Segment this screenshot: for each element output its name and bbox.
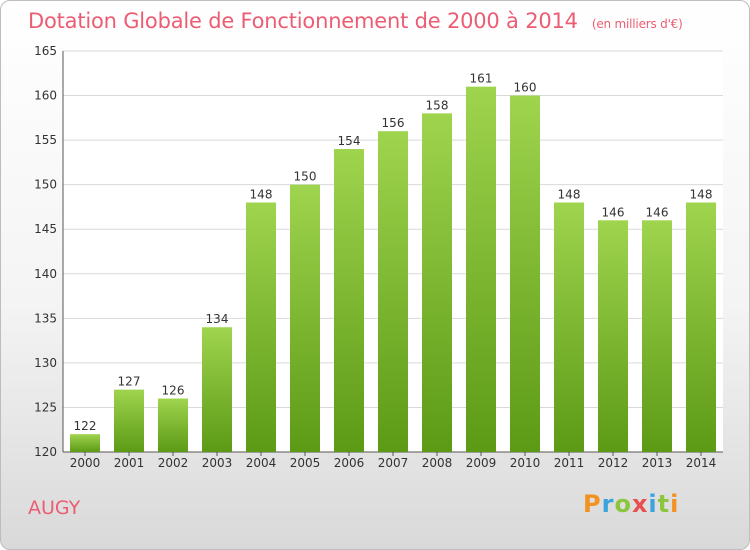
bar-value-label: 146 [646,205,669,219]
proxiti-logo: Proxiti [583,490,679,518]
x-tick-label: 2009 [466,456,497,470]
chart-subtitle: (en milliers d'€) [591,17,683,31]
y-tick-label: 165 [34,44,57,58]
bar-value-label: 156 [382,116,405,130]
bar-value-label: 148 [250,187,273,201]
x-tick-label: 2007 [378,456,409,470]
bar-value-label: 127 [118,375,141,389]
x-tick-label: 2001 [114,456,145,470]
bar-value-label: 134 [206,312,229,326]
x-tick-label: 2006 [334,456,365,470]
x-tick-label: 2002 [158,456,189,470]
y-tick-label: 160 [34,89,57,103]
chart-title-text: Dotation Globale de Fonctionnement de 20… [28,9,578,33]
logo-letter: i [670,490,680,518]
y-tick-label: 130 [34,356,57,370]
bar-2011 [554,202,584,452]
bar-2012 [598,220,628,452]
bar-2000 [70,434,100,452]
x-tick-label: 2011 [554,456,585,470]
bar-2008 [422,113,452,452]
logo-letter: x [631,490,649,518]
bar-2002 [158,398,188,452]
bar-value-label: 148 [690,187,713,201]
x-tick-label: 2012 [598,456,629,470]
x-tick-label: 2004 [246,456,277,470]
logo-letter: o [614,490,632,518]
logo-letter: i [648,490,658,518]
y-tick-label: 120 [34,445,57,459]
x-tick-label: 2010 [510,456,541,470]
x-tick-label: 2013 [642,456,673,470]
place-name: AUGY [28,497,81,519]
x-tick-label: 2008 [422,456,453,470]
bar-2013 [642,220,672,452]
x-tick-label: 2003 [202,456,233,470]
bar-2003 [202,327,232,452]
bar-2014 [686,202,716,452]
bar-value-label: 126 [162,384,185,398]
y-tick-label: 145 [34,222,57,236]
x-tick-label: 2005 [290,456,321,470]
y-tick-label: 150 [34,178,57,192]
chart-title: Dotation Globale de Fonctionnement de 20… [28,9,683,33]
y-tick-label: 125 [34,400,57,414]
bar-value-label: 148 [558,187,581,201]
bar-2001 [114,389,144,452]
y-tick-label: 140 [34,267,57,281]
logo-letter: t [657,490,671,518]
x-tick-label: 2000 [70,456,101,470]
bar-2007 [378,131,408,452]
y-tick-label: 135 [34,311,57,325]
logo-letter: r [601,490,615,518]
y-tick-label: 155 [34,133,57,147]
bar-value-label: 154 [338,134,361,148]
bar-2010 [510,95,540,453]
bar-value-label: 122 [74,419,97,433]
bar-2009 [466,86,496,453]
x-tick-label: 2014 [686,456,717,470]
bar-2005 [290,184,320,452]
logo-letter: P [583,490,602,518]
bar-value-label: 158 [426,98,449,112]
bar-value-label: 160 [514,81,537,95]
bar-2006 [334,149,364,452]
bar-value-label: 146 [602,205,625,219]
bar-value-label: 150 [294,170,317,184]
bar-2004 [246,202,276,452]
bar-value-label: 161 [470,72,493,86]
